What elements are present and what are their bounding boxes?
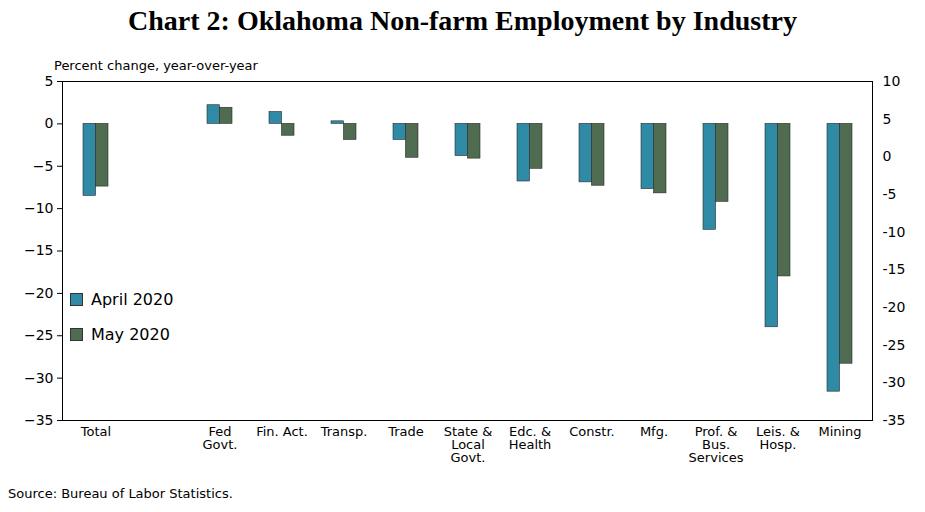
svg-text:Transp.: Transp. — [320, 424, 368, 439]
svg-text:5: 5 — [883, 111, 892, 127]
svg-text:−30: −30 — [24, 370, 54, 386]
svg-text:-35: -35 — [883, 412, 906, 428]
svg-text:-30: -30 — [883, 374, 906, 390]
svg-text:Mfg.: Mfg. — [640, 424, 668, 439]
svg-text:-15: -15 — [883, 261, 906, 277]
html-text:Chart 2: Oklahoma Non-farm Emp: Chart 2: Oklahoma Non-farm Employment by… — [128, 5, 797, 36]
svg-text:Prof. &Bus.Services: Prof. &Bus.Services — [689, 424, 744, 465]
svg-text:FedGovt.: FedGovt. — [203, 424, 238, 452]
svg-text:-10: -10 — [883, 224, 906, 240]
html-text:April 2020: April 2020 — [91, 290, 174, 309]
svg-text:-5: -5 — [883, 186, 897, 202]
svg-text:Mining: Mining — [818, 424, 861, 439]
html-text:May 2020: May 2020 — [91, 325, 170, 344]
svg-text:State &LocalGovt.: State &LocalGovt. — [444, 424, 493, 465]
svg-text:Trade: Trade — [387, 424, 424, 439]
svg-text:5: 5 — [45, 73, 54, 89]
svg-text:−20: −20 — [24, 285, 54, 301]
svg-text:−5: −5 — [33, 158, 54, 174]
svg-text:-25: -25 — [883, 337, 906, 353]
svg-text:−10: −10 — [24, 200, 54, 216]
svg-text:0: 0 — [45, 115, 54, 131]
html-text:Source: Bureau of Labor Statis: Source: Bureau of Labor Statistics. — [8, 486, 233, 501]
svg-text:Fin. Act.: Fin. Act. — [256, 424, 308, 439]
svg-text:Total: Total — [80, 424, 111, 439]
svg-text:−35: −35 — [24, 412, 54, 428]
svg-text:−15: −15 — [24, 242, 54, 258]
svg-text:Edc. &Health: Edc. &Health — [509, 424, 552, 452]
svg-text:−25: −25 — [24, 327, 54, 343]
svg-text:Constr.: Constr. — [569, 424, 614, 439]
html-text:Percent change, year-over-year: Percent change, year-over-year — [54, 58, 258, 73]
svg-text:Leis. &Hosp.: Leis. &Hosp. — [756, 424, 800, 452]
svg-text:0: 0 — [883, 148, 892, 164]
svg-text:10: 10 — [883, 73, 901, 89]
svg-text:-20: -20 — [883, 299, 906, 315]
